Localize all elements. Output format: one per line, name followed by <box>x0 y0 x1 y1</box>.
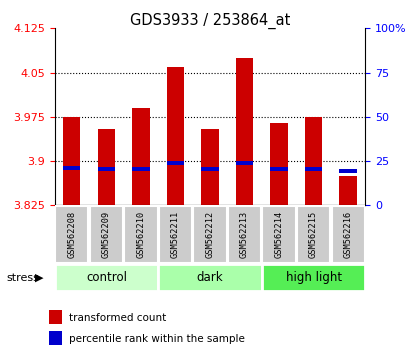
Text: high light: high light <box>286 272 341 284</box>
Text: GSM562210: GSM562210 <box>136 211 145 258</box>
Bar <box>63 166 81 170</box>
Bar <box>49 310 62 324</box>
FancyBboxPatch shape <box>262 264 365 291</box>
FancyBboxPatch shape <box>331 206 365 263</box>
FancyBboxPatch shape <box>55 264 158 291</box>
FancyBboxPatch shape <box>262 206 296 263</box>
Bar <box>270 167 288 171</box>
Text: GSM562214: GSM562214 <box>275 211 284 258</box>
FancyBboxPatch shape <box>194 206 226 263</box>
Text: transformed count: transformed count <box>69 313 166 323</box>
Text: dark: dark <box>197 272 223 284</box>
Text: GSM562209: GSM562209 <box>102 211 111 258</box>
FancyBboxPatch shape <box>297 206 330 263</box>
Bar <box>236 58 253 205</box>
Bar <box>339 169 357 173</box>
Text: GSM562213: GSM562213 <box>240 211 249 258</box>
Bar <box>305 117 322 205</box>
Text: stress: stress <box>6 273 39 283</box>
Text: GSM562216: GSM562216 <box>344 211 353 258</box>
FancyBboxPatch shape <box>228 206 261 263</box>
FancyBboxPatch shape <box>158 264 262 291</box>
Bar <box>201 167 219 171</box>
Bar <box>270 123 288 205</box>
Bar <box>98 167 115 171</box>
FancyBboxPatch shape <box>159 206 192 263</box>
Bar <box>132 167 150 171</box>
Text: control: control <box>86 272 127 284</box>
Text: GSM562215: GSM562215 <box>309 211 318 258</box>
Bar <box>132 108 150 205</box>
Text: GSM562212: GSM562212 <box>205 211 215 258</box>
Bar <box>167 161 184 165</box>
Text: GSM562208: GSM562208 <box>67 211 76 258</box>
Text: ▶: ▶ <box>35 273 43 283</box>
FancyBboxPatch shape <box>124 206 158 263</box>
FancyBboxPatch shape <box>55 206 89 263</box>
Bar <box>167 67 184 205</box>
Bar <box>201 129 219 205</box>
Text: GDS3933 / 253864_at: GDS3933 / 253864_at <box>130 12 290 29</box>
Bar <box>98 129 115 205</box>
Bar <box>49 331 62 345</box>
Bar <box>63 117 81 205</box>
Bar <box>236 161 253 165</box>
Bar <box>339 176 357 205</box>
FancyBboxPatch shape <box>90 206 123 263</box>
Text: percentile rank within the sample: percentile rank within the sample <box>69 335 244 344</box>
Bar <box>305 167 322 171</box>
Text: GSM562211: GSM562211 <box>171 211 180 258</box>
